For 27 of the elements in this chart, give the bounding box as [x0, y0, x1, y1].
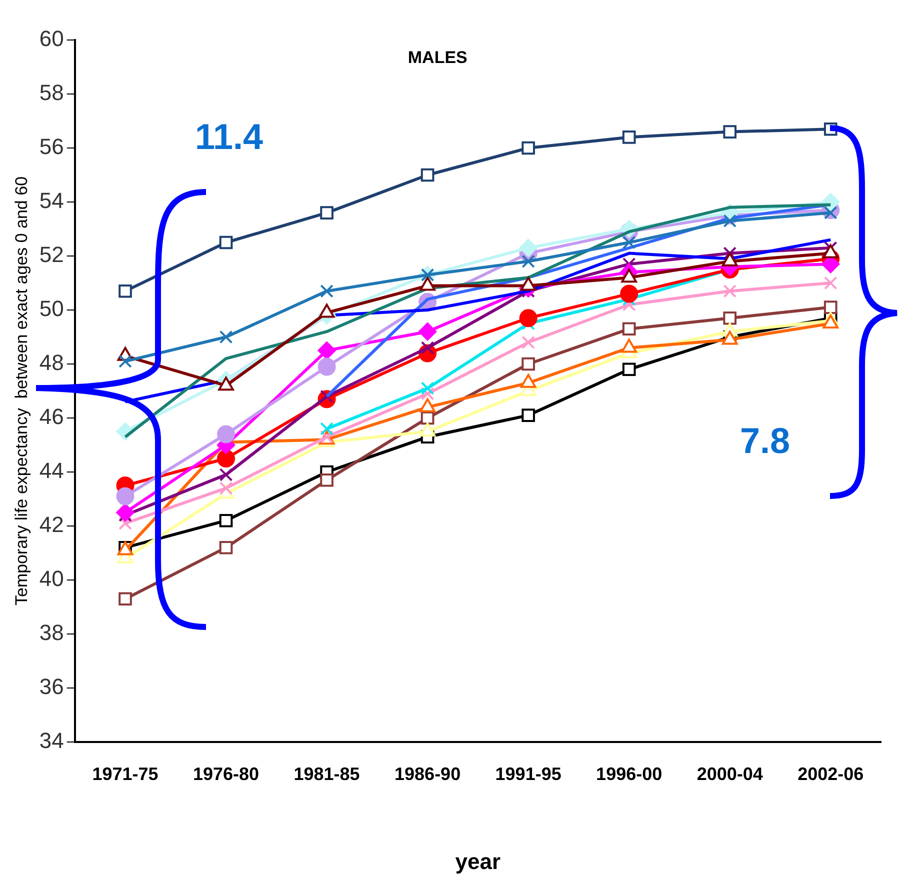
y-tick-label: 56: [39, 134, 64, 160]
x-tick-label: 1991-95: [495, 764, 562, 784]
text: MALES: [408, 48, 468, 68]
annotation: 11.4: [195, 116, 264, 158]
x-tick-label: 2002-06: [798, 764, 864, 784]
y-tick-label: 52: [39, 242, 64, 268]
y-tick-label: 44: [39, 458, 64, 484]
y-axis-title: Temporary life expectancy between exact ages 0 and 60: [12, 176, 31, 606]
y-tick-label: 50: [39, 296, 64, 322]
y-tick-label: 40: [39, 566, 64, 592]
x-tick-label: 1976-80: [192, 764, 260, 784]
y-tick-label: 34: [39, 728, 64, 754]
x-tick-label: 1996-00: [596, 764, 662, 784]
x-tick-label: 1981-85: [294, 764, 360, 784]
y-tick-label: 60: [39, 26, 64, 52]
y-tick-label: 46: [39, 404, 64, 430]
y-tick-label: 42: [39, 512, 64, 538]
x-axis-title: year: [455, 848, 501, 874]
x-tick-label: 2000-04: [696, 764, 763, 784]
y-tick-label: 36: [39, 674, 64, 700]
y-tick-label: 58: [39, 80, 64, 106]
y-tick-label: 48: [39, 350, 64, 376]
y-tick-label: 54: [39, 188, 64, 214]
y-tick-label: 38: [39, 620, 64, 646]
x-tick-label: 1971-75: [92, 764, 158, 784]
x-tick-label: 1986-90: [394, 764, 461, 784]
annotation: 7.8: [740, 420, 790, 462]
